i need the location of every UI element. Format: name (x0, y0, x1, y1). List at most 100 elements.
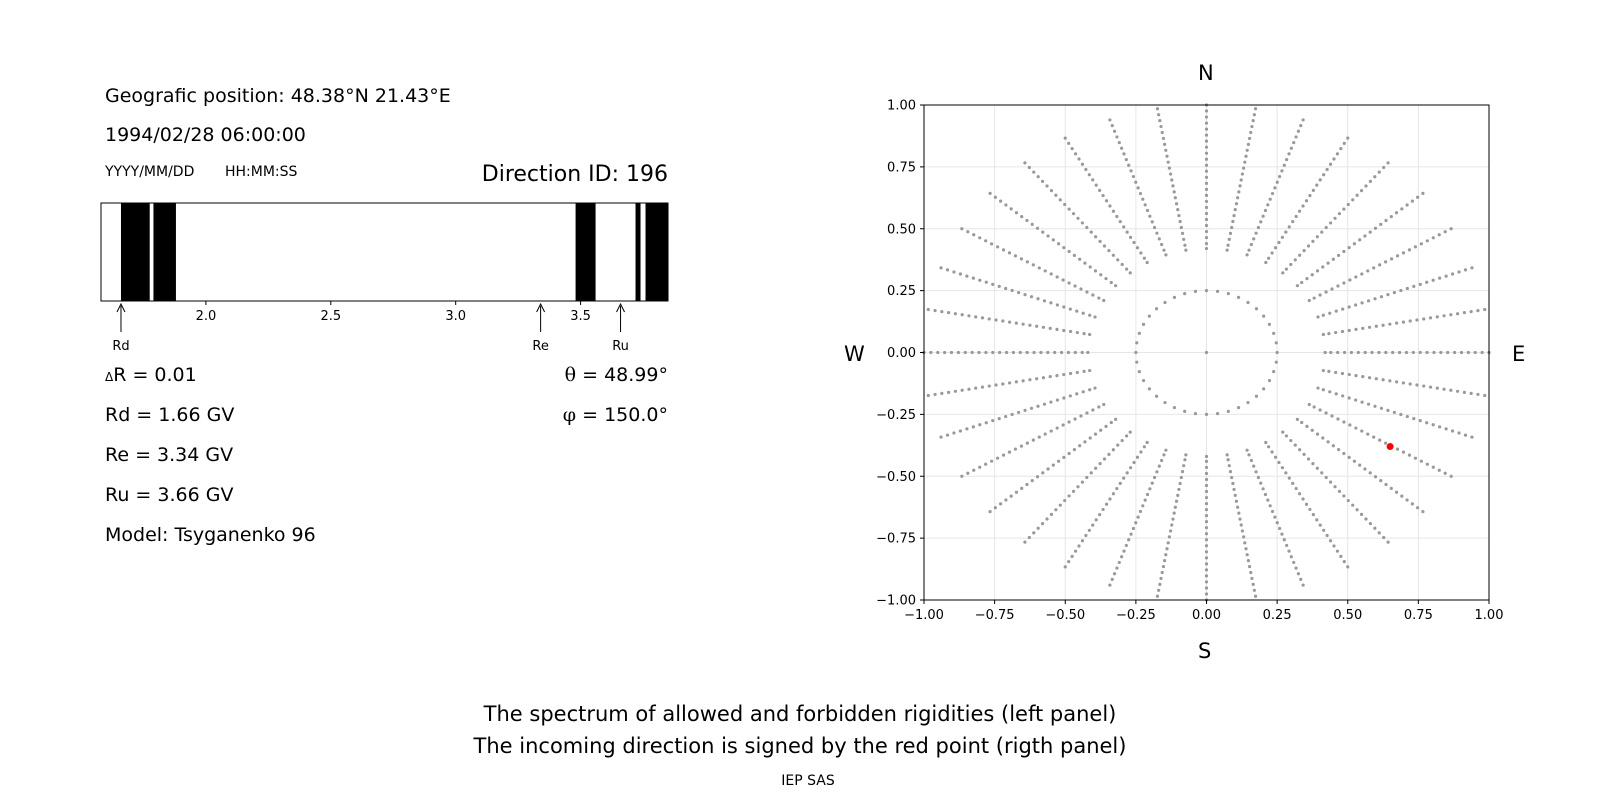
direction-point (1082, 331, 1086, 336)
direction-point (1456, 312, 1460, 316)
direction-point (945, 433, 950, 437)
direction-point (1327, 331, 1331, 336)
direction-point (933, 392, 937, 397)
direction-point (1204, 586, 1209, 590)
direction-point (1247, 136, 1252, 141)
direction-point (1001, 382, 1005, 386)
direction-point (1193, 289, 1198, 293)
direction-point (1399, 412, 1403, 417)
direction-point (1010, 288, 1014, 293)
direction-point (1036, 175, 1040, 179)
direction-point (1378, 438, 1382, 442)
forbidden-band (153, 203, 176, 301)
direction-point (1438, 425, 1442, 429)
direction-point (1041, 325, 1046, 329)
direction-point (960, 474, 964, 478)
direction-point (1163, 559, 1167, 563)
direction-point (1315, 183, 1319, 187)
direction-point (1363, 467, 1367, 471)
direction-point (1243, 541, 1247, 545)
direction-point (1173, 505, 1177, 509)
direction-point (1311, 239, 1315, 243)
direction-point (1158, 582, 1162, 586)
direction-point (1115, 214, 1119, 219)
direction-point (1048, 326, 1052, 330)
direction-point (1272, 331, 1276, 335)
direction-point (1318, 293, 1322, 297)
direction-point (1384, 260, 1388, 264)
direction-point (1048, 375, 1052, 379)
direction-point (1078, 444, 1082, 448)
direction-point (1456, 389, 1460, 393)
direction-point (1251, 119, 1255, 123)
direction-point (1204, 211, 1209, 216)
direction-point (1462, 311, 1466, 315)
direction-point (1251, 582, 1255, 586)
direction-point (1055, 275, 1059, 279)
direction-point (1204, 163, 1209, 167)
direction-point (1142, 445, 1146, 449)
direction-point (1027, 165, 1031, 170)
map-y-ticks: 1.00 0.75 0.50 0.25 0.00 −0.25 −0.50 −0.75 −1.00 (876, 99, 924, 609)
direction-point (1164, 253, 1168, 257)
direction-point (1476, 308, 1480, 313)
direction-point (1036, 297, 1040, 301)
direction-point (1088, 332, 1092, 337)
ru-value: Ru = 3.66 GV (105, 484, 234, 506)
direction-point (1377, 350, 1381, 355)
direction-point (1245, 448, 1249, 452)
direction-point (972, 468, 976, 472)
direction-point (1101, 507, 1105, 512)
direction-point (1306, 244, 1311, 248)
direction-point (1068, 307, 1072, 311)
direction-point (940, 391, 944, 395)
direction-point (1275, 521, 1279, 525)
direction-point (1136, 515, 1140, 519)
direction-point (1085, 475, 1089, 480)
direction-point (1049, 512, 1054, 516)
direction-point (1401, 251, 1406, 255)
direction-point (1247, 248, 1251, 252)
direction-point (1373, 226, 1378, 230)
direction-point (1332, 544, 1336, 548)
direction-point (1040, 522, 1045, 526)
direction-point (1041, 376, 1046, 380)
direction-point (965, 274, 969, 278)
direction-point (1306, 457, 1311, 461)
direction-point (1342, 141, 1346, 145)
direction-point (1236, 295, 1241, 299)
direction-point (1360, 272, 1364, 276)
direction-point (1267, 445, 1271, 449)
direction-point (1247, 564, 1252, 569)
direction-point (1256, 475, 1261, 480)
direction-point (1415, 318, 1419, 322)
phi-value: φ = 150.0° (563, 404, 668, 426)
direction-point (1076, 216, 1080, 220)
direction-point (1160, 130, 1164, 135)
direction-point (1449, 388, 1453, 392)
direction-point (1135, 341, 1139, 345)
direction-point (1226, 292, 1230, 296)
direction-point (1014, 321, 1018, 325)
direction-point (1384, 441, 1388, 445)
direction-point (940, 310, 944, 314)
direction-point (1294, 566, 1298, 570)
direction-point (1326, 261, 1330, 265)
direction-point (1287, 225, 1291, 229)
direction-point (1386, 408, 1390, 412)
direction-point (1093, 432, 1098, 436)
direction-point (1104, 199, 1109, 203)
direction-point (1366, 269, 1370, 273)
direction-point (1091, 408, 1095, 412)
direction-point (1102, 298, 1106, 303)
direction-point (1122, 225, 1126, 229)
direction-point (960, 313, 964, 317)
direction-point (1061, 278, 1065, 282)
direction-point (1394, 211, 1399, 215)
delta-symbol: Δ (105, 370, 114, 384)
direction-point (1125, 267, 1129, 271)
direction-point (1294, 135, 1298, 139)
direction-point (1134, 180, 1138, 184)
direction-point (1204, 133, 1209, 137)
marker-label: Ru (612, 339, 629, 354)
